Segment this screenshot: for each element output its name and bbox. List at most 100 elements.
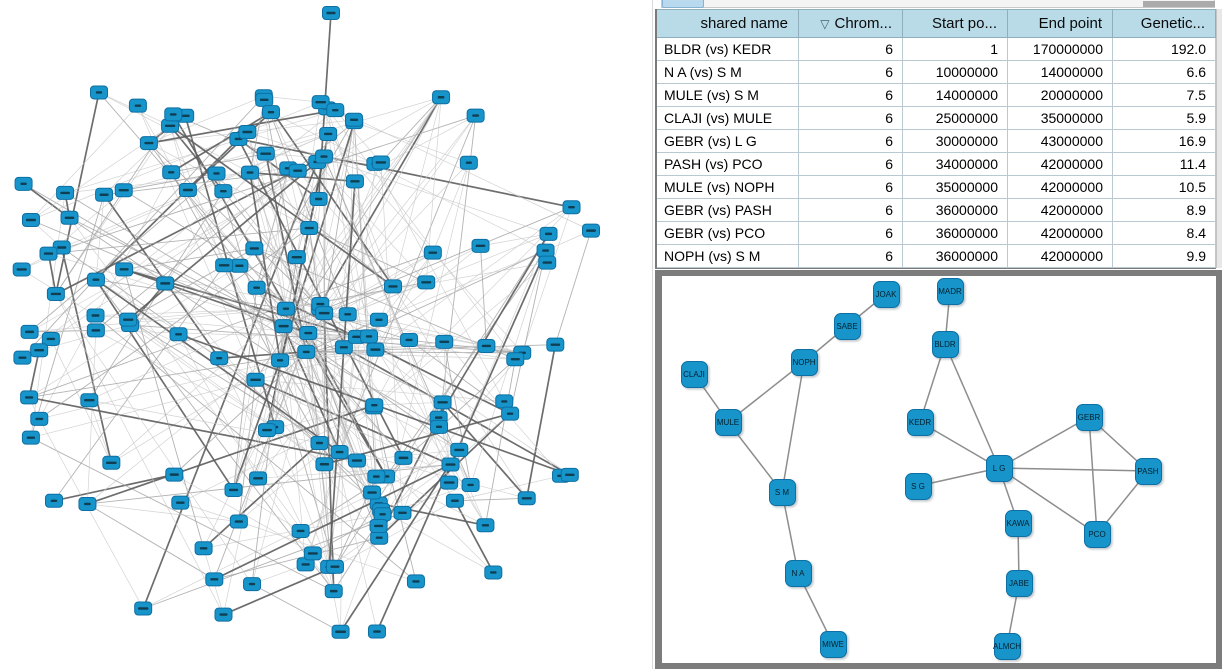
network-edge xyxy=(174,474,313,554)
column-header-shared_name[interactable]: shared name xyxy=(657,9,799,38)
table-horizontal-scrollbar[interactable] xyxy=(655,0,1222,9)
column-header-end[interactable]: End point xyxy=(1008,9,1113,38)
network-node-n-a[interactable]: N A xyxy=(784,559,812,587)
network-edge xyxy=(283,325,375,408)
network-edge xyxy=(237,138,320,200)
node-label xyxy=(437,96,445,99)
node-label: N A xyxy=(791,568,805,578)
network-edge xyxy=(123,189,325,314)
node-label xyxy=(320,155,328,158)
network-edge xyxy=(307,332,358,461)
network-node-gebr[interactable]: GEBR xyxy=(1075,403,1103,431)
node-label xyxy=(467,483,474,487)
network-node-jabe[interactable]: JABE xyxy=(1005,569,1033,597)
node-label xyxy=(319,463,330,466)
table-vertical-scrollbar[interactable] xyxy=(1216,9,1222,268)
table-row[interactable]: PASH (vs) PCO 6 34000000 42000000 11.4 xyxy=(657,153,1216,176)
node-label xyxy=(213,172,220,175)
node-label xyxy=(475,244,486,248)
column-header-start[interactable]: Start po... xyxy=(903,9,1008,38)
node-label xyxy=(34,349,45,352)
node-label xyxy=(175,501,185,504)
node-label xyxy=(439,340,450,344)
node-label xyxy=(521,497,532,500)
network-edge xyxy=(373,407,377,477)
hscroll-thumb[interactable] xyxy=(662,0,704,8)
network-edge xyxy=(256,119,355,288)
node-label xyxy=(50,499,58,502)
node-label: CLAJI xyxy=(683,369,705,379)
network-edge xyxy=(480,233,549,247)
network-edge xyxy=(375,206,572,350)
network-edge xyxy=(87,330,97,504)
network-edge xyxy=(87,503,239,522)
subnetwork-canvas[interactable]: JOAK MADR SABE NOPH CLAJI BLDR MULE KEDR GEBR L G… xyxy=(662,276,1216,663)
network-node-miwe[interactable]: MIWE xyxy=(819,630,847,658)
node-label xyxy=(332,108,339,112)
node-label: KAWA xyxy=(1006,518,1030,528)
network-edge xyxy=(60,247,113,463)
network-edge xyxy=(521,207,572,353)
cell-shared_name: NOPH (vs) S M xyxy=(657,245,799,268)
node-label xyxy=(565,473,575,477)
node-label xyxy=(372,475,380,478)
node-label xyxy=(296,529,305,533)
network-edge xyxy=(327,133,387,477)
overview-network-canvas[interactable] xyxy=(0,0,653,669)
network-node-bldr[interactable]: BLDR xyxy=(931,330,959,358)
network-node-sabe[interactable]: SABE xyxy=(833,312,861,340)
network-node-madr[interactable]: MADR xyxy=(936,277,964,305)
network-node-almch[interactable]: ALMCH xyxy=(993,632,1021,660)
column-header-chromosome[interactable]: ▽ Chrom... xyxy=(799,9,903,38)
network-edge xyxy=(223,190,321,309)
table-row[interactable]: MULE (vs) NOPH 6 35000000 42000000 10.5 xyxy=(657,176,1216,199)
table-row[interactable]: MULE (vs) S M 6 14000000 20000000 7.5 xyxy=(657,84,1216,107)
network-edge xyxy=(470,250,546,486)
network-edge xyxy=(247,131,287,309)
table-row[interactable]: NOPH (vs) S M 6 36000000 42000000 9.9 xyxy=(657,245,1216,268)
table-row[interactable]: BLDR (vs) KEDR 6 1 170000000 192.0 xyxy=(657,38,1216,61)
network-edge-LG-PCO xyxy=(998,467,1098,535)
table-row[interactable]: GEBR (vs) PASH 6 36000000 42000000 8.9 xyxy=(657,199,1216,222)
network-edge xyxy=(30,115,186,221)
network-node-s-m[interactable]: S M xyxy=(768,478,796,506)
node-label xyxy=(122,318,134,321)
node-label xyxy=(92,278,100,281)
cell-genetic: 8.9 xyxy=(1113,199,1216,222)
node-label: MIWE xyxy=(822,639,844,649)
network-edge xyxy=(164,172,251,284)
node-label xyxy=(350,180,360,183)
network-edge xyxy=(187,189,287,309)
table-body: BLDR (vs) KEDR 6 1 170000000 192.0 N A (vs) S… xyxy=(655,38,1216,269)
table-row[interactable]: GEBR (vs) PCO 6 36000000 42000000 8.4 xyxy=(657,222,1216,245)
node-label xyxy=(398,456,409,460)
network-node-noph[interactable]: NOPH xyxy=(790,348,818,376)
network-node-s-g[interactable]: S G xyxy=(904,472,932,500)
column-header-genetic[interactable]: Genetic... xyxy=(1113,9,1216,38)
network-node-pco[interactable]: PCO xyxy=(1083,520,1111,548)
table-row[interactable]: CLAJI (vs) MULE 6 25000000 35000000 5.9 xyxy=(657,107,1216,130)
table-row[interactable]: N A (vs) S M 6 10000000 14000000 6.6 xyxy=(657,61,1216,84)
cell-shared_name: GEBR (vs) L G xyxy=(657,130,799,153)
table-row[interactable]: GEBR (vs) L G 6 30000000 43000000 16.9 xyxy=(657,130,1216,153)
node-label xyxy=(228,488,239,492)
hscroll-track[interactable] xyxy=(661,0,1215,8)
node-label xyxy=(351,459,363,462)
network-node-l-g[interactable]: L G xyxy=(985,454,1013,482)
network-edge xyxy=(326,108,450,483)
node-label xyxy=(259,98,269,102)
network-edge xyxy=(287,168,321,309)
network-edge xyxy=(180,407,375,503)
network-edge xyxy=(266,404,375,431)
node-label xyxy=(164,124,176,127)
network-node-joak[interactable]: JOAK xyxy=(872,280,900,308)
node-label xyxy=(24,396,34,399)
node-label xyxy=(175,333,182,336)
network-node-mule[interactable]: MULE xyxy=(714,408,742,436)
network-node-kedr[interactable]: KEDR xyxy=(906,408,934,436)
filter-icon[interactable]: ▽ xyxy=(820,16,830,31)
node-label xyxy=(235,264,244,267)
network-node-claji[interactable]: CLAJI xyxy=(680,360,708,388)
network-node-pash[interactable]: PASH xyxy=(1134,457,1162,485)
network-node-kawa[interactable]: KAWA xyxy=(1004,509,1032,537)
